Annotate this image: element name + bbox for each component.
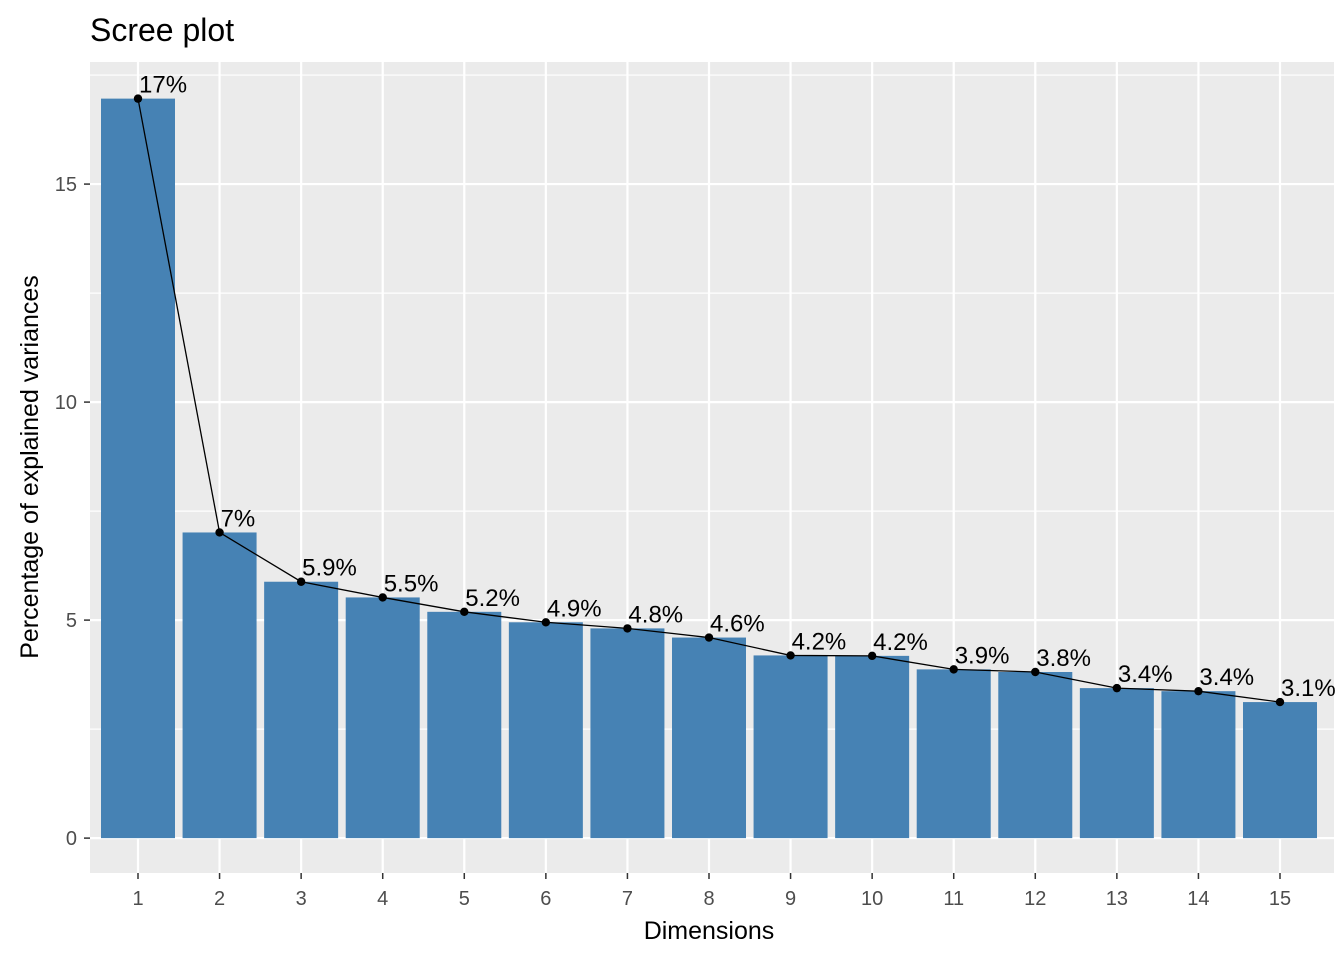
data-label-dim-8: 4.6% [710,611,765,638]
x-tick-label: 14 [1187,888,1209,910]
data-label-dim-6: 4.9% [547,595,602,622]
y-tick-label: 15 [55,174,77,196]
x-tick-label: 11 [943,888,964,910]
data-labels: 17% 7% 5.9% 5.5% 5.2% 4.9% 4.8% 4.6% 4.2% 4.2% 3.9… [139,72,1336,702]
bar-dim-6 [508,622,583,839]
x-tick-label: 9 [785,888,796,910]
data-label-dim-9: 4.2% [792,628,847,655]
point-dim-6 [541,618,551,627]
x-axis-title: Dimensions [644,917,775,945]
data-label-dim-2: 7% [221,505,256,532]
data-label-dim-12: 3.8% [1036,645,1091,672]
point-dim-8 [704,633,714,642]
bar-dim-3 [264,581,339,839]
x-tick-label: 4 [377,888,388,910]
point-dim-11 [949,665,958,674]
data-label-dim-10: 4.2% [873,629,928,656]
x-tick-label: 3 [296,888,307,910]
chart-title: Scree plot [90,12,234,48]
bar-dim-9 [753,655,828,839]
point-dim-3 [296,577,306,586]
bar-dim-4 [345,597,420,839]
x-axis: 1 2 3 4 5 6 7 8 9 10 11 12 13 14 15 [132,873,1291,910]
y-tick-label: 10 [55,392,77,414]
data-label-dim-7: 4.8% [628,601,683,628]
y-tick-label: 0 [66,828,77,850]
point-dim-14 [1194,686,1203,696]
data-label-dim-14: 3.4% [1199,664,1254,691]
bar-dim-15 [1243,702,1317,839]
x-tick-label: 6 [540,888,551,910]
data-label-dim-3: 5.9% [302,555,357,582]
data-label-dim-4: 5.5% [384,570,439,597]
bar-dim-11 [916,669,991,839]
data-label-dim-15: 3.1% [1281,675,1336,702]
point-dim-9 [786,651,795,660]
x-tick-label: 10 [861,888,883,910]
y-tick-label: 5 [66,610,77,632]
bar-dim-7 [590,628,665,839]
data-label-dim-13: 3.4% [1118,661,1173,688]
point-dim-4 [378,593,387,602]
point-dim-7 [623,624,632,633]
data-label-dim-5: 5.2% [465,585,520,612]
bar-dim-14 [1161,691,1236,839]
point-dim-5 [460,607,469,617]
x-tick-label: 2 [214,888,225,910]
bar-dim-10 [835,655,910,839]
bar-dim-12 [998,671,1073,839]
data-label-dim-11: 3.9% [955,642,1010,669]
bar-dim-13 [1079,688,1154,839]
bar-dim-5 [427,611,502,839]
x-tick-label: 8 [703,888,714,910]
x-tick-label: 12 [1024,888,1046,910]
point-dim-2 [215,528,224,537]
x-tick-label: 13 [1106,888,1128,910]
bar-dim-2 [182,532,257,839]
point-dim-12 [1031,667,1040,677]
point-dim-1 [133,94,143,103]
x-tick-label: 7 [622,888,633,910]
y-axis-title: Percentage of explained variances [16,275,44,659]
point-dim-15 [1275,697,1285,707]
point-dim-13 [1112,683,1122,693]
data-label-dim-1: 17% [139,72,187,99]
x-tick-label: 15 [1269,888,1291,910]
x-tick-label: 1 [132,888,143,910]
y-axis: 0 5 10 15 [55,174,90,850]
variance-points [133,94,1285,707]
bar-dim-8 [672,637,746,839]
x-tick-label: 5 [459,888,470,910]
bars [101,98,1317,839]
bar-dim-1 [101,98,175,839]
point-dim-10 [867,651,877,661]
